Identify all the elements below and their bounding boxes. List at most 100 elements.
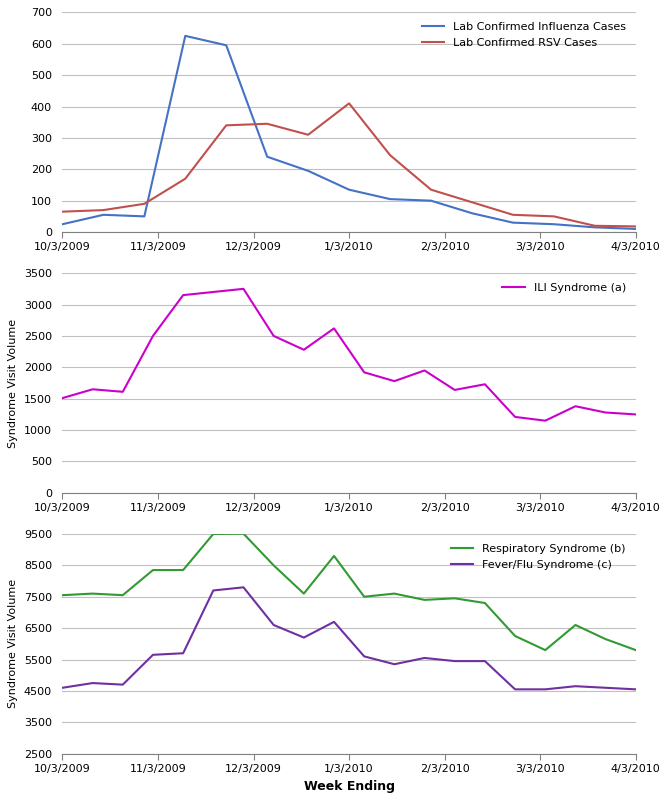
Respiratory Syndrome (b) — [209, 529, 217, 539]
Fever/Flu Syndrome (c) — [88, 678, 96, 688]
Fever/Flu Syndrome (c) — [209, 586, 217, 595]
ILI Syndrome (a) — [119, 387, 127, 396]
Lab Confirmed Influenza Cases — [591, 223, 599, 232]
Lab Confirmed RSV Cases — [509, 210, 517, 219]
ILI Syndrome (a) — [149, 331, 157, 340]
Fever/Flu Syndrome (c) — [632, 685, 640, 694]
ILI Syndrome (a) — [511, 412, 519, 421]
Respiratory Syndrome (b) — [300, 589, 308, 598]
Respiratory Syndrome (b) — [119, 590, 127, 600]
Lab Confirmed RSV Cases — [468, 197, 476, 207]
Fever/Flu Syndrome (c) — [391, 659, 399, 669]
Fever/Flu Syndrome (c) — [421, 653, 429, 662]
Lab Confirmed RSV Cases — [386, 151, 394, 160]
Lab Confirmed RSV Cases — [263, 119, 271, 129]
Respiratory Syndrome (b) — [330, 551, 338, 561]
Respiratory Syndrome (b) — [421, 595, 429, 605]
Fever/Flu Syndrome (c) — [240, 582, 248, 592]
ILI Syndrome (a) — [571, 401, 579, 411]
Lab Confirmed Influenza Cases — [386, 195, 394, 204]
Lab Confirmed Influenza Cases — [304, 166, 312, 175]
Line: Respiratory Syndrome (b): Respiratory Syndrome (b) — [62, 533, 636, 650]
Fever/Flu Syndrome (c) — [571, 682, 579, 691]
Fever/Flu Syndrome (c) — [451, 656, 459, 666]
ILI Syndrome (a) — [270, 331, 278, 340]
Fever/Flu Syndrome (c) — [270, 620, 278, 630]
Fever/Flu Syndrome (c) — [481, 656, 489, 666]
ILI Syndrome (a) — [179, 290, 187, 300]
Lab Confirmed Influenza Cases — [181, 31, 189, 41]
Lab Confirmed Influenza Cases — [140, 211, 149, 221]
ILI Syndrome (a) — [300, 345, 308, 355]
Fever/Flu Syndrome (c) — [541, 685, 549, 694]
ILI Syndrome (a) — [360, 368, 368, 377]
Respiratory Syndrome (b) — [179, 566, 187, 575]
ILI Syndrome (a) — [421, 365, 429, 375]
X-axis label: Week Ending: Week Ending — [304, 779, 395, 793]
Lab Confirmed RSV Cases — [550, 211, 558, 221]
Lab Confirmed RSV Cases — [58, 207, 66, 216]
Respiratory Syndrome (b) — [571, 620, 579, 630]
Line: Fever/Flu Syndrome (c): Fever/Flu Syndrome (c) — [62, 587, 636, 690]
Respiratory Syndrome (b) — [511, 631, 519, 641]
Fever/Flu Syndrome (c) — [149, 650, 157, 659]
Y-axis label: Syndrome Visit Volume: Syndrome Visit Volume — [8, 319, 18, 448]
Line: Lab Confirmed RSV Cases: Lab Confirmed RSV Cases — [62, 103, 636, 227]
Respiratory Syndrome (b) — [58, 590, 66, 600]
ILI Syndrome (a) — [58, 393, 66, 403]
Respiratory Syndrome (b) — [88, 589, 96, 598]
ILI Syndrome (a) — [88, 384, 96, 394]
Legend: ILI Syndrome (a): ILI Syndrome (a) — [498, 279, 630, 298]
ILI Syndrome (a) — [481, 380, 489, 389]
Lab Confirmed Influenza Cases — [58, 219, 66, 229]
Lab Confirmed Influenza Cases — [427, 196, 435, 206]
ILI Syndrome (a) — [240, 284, 248, 294]
ILI Syndrome (a) — [330, 324, 338, 333]
Lab Confirmed RSV Cases — [632, 222, 640, 231]
Lab Confirmed Influenza Cases — [550, 219, 558, 229]
ILI Syndrome (a) — [601, 408, 609, 417]
Lab Confirmed Influenza Cases — [100, 210, 108, 219]
Lab Confirmed RSV Cases — [591, 221, 599, 231]
Respiratory Syndrome (b) — [601, 634, 609, 644]
Respiratory Syndrome (b) — [541, 646, 549, 655]
Lab Confirmed RSV Cases — [140, 199, 149, 208]
Fever/Flu Syndrome (c) — [119, 680, 127, 690]
Respiratory Syndrome (b) — [240, 529, 248, 538]
Respiratory Syndrome (b) — [391, 589, 399, 598]
ILI Syndrome (a) — [391, 376, 399, 386]
Lab Confirmed RSV Cases — [100, 205, 108, 215]
Fever/Flu Syndrome (c) — [179, 649, 187, 658]
ILI Syndrome (a) — [451, 385, 459, 395]
Respiratory Syndrome (b) — [632, 646, 640, 655]
Lab Confirmed Influenza Cases — [222, 41, 230, 50]
Lab Confirmed Influenza Cases — [632, 224, 640, 234]
Lab Confirmed RSV Cases — [304, 130, 312, 139]
Legend: Lab Confirmed Influenza Cases, Lab Confirmed RSV Cases: Lab Confirmed Influenza Cases, Lab Confi… — [417, 18, 630, 52]
Lab Confirmed Influenza Cases — [468, 208, 476, 218]
Respiratory Syndrome (b) — [270, 561, 278, 570]
ILI Syndrome (a) — [632, 409, 640, 419]
Respiratory Syndrome (b) — [481, 598, 489, 608]
Respiratory Syndrome (b) — [451, 594, 459, 603]
Lab Confirmed RSV Cases — [181, 174, 189, 183]
Lab Confirmed Influenza Cases — [263, 152, 271, 162]
Lab Confirmed Influenza Cases — [345, 185, 353, 195]
Line: Lab Confirmed Influenza Cases: Lab Confirmed Influenza Cases — [62, 36, 636, 229]
ILI Syndrome (a) — [209, 288, 217, 297]
Fever/Flu Syndrome (c) — [300, 633, 308, 642]
Line: ILI Syndrome (a): ILI Syndrome (a) — [62, 289, 636, 421]
Lab Confirmed RSV Cases — [427, 185, 435, 195]
Respiratory Syndrome (b) — [149, 566, 157, 575]
Y-axis label: Syndrome Visit Volume: Syndrome Visit Volume — [8, 579, 18, 708]
Fever/Flu Syndrome (c) — [511, 685, 519, 694]
Fever/Flu Syndrome (c) — [58, 683, 66, 693]
Legend: Respiratory Syndrome (b), Fever/Flu Syndrome (c): Respiratory Syndrome (b), Fever/Flu Synd… — [447, 540, 630, 574]
Fever/Flu Syndrome (c) — [601, 683, 609, 693]
Lab Confirmed RSV Cases — [222, 120, 230, 130]
Fever/Flu Syndrome (c) — [360, 651, 368, 661]
Fever/Flu Syndrome (c) — [330, 617, 338, 626]
Lab Confirmed RSV Cases — [345, 99, 353, 108]
Lab Confirmed Influenza Cases — [509, 218, 517, 227]
ILI Syndrome (a) — [541, 416, 549, 425]
